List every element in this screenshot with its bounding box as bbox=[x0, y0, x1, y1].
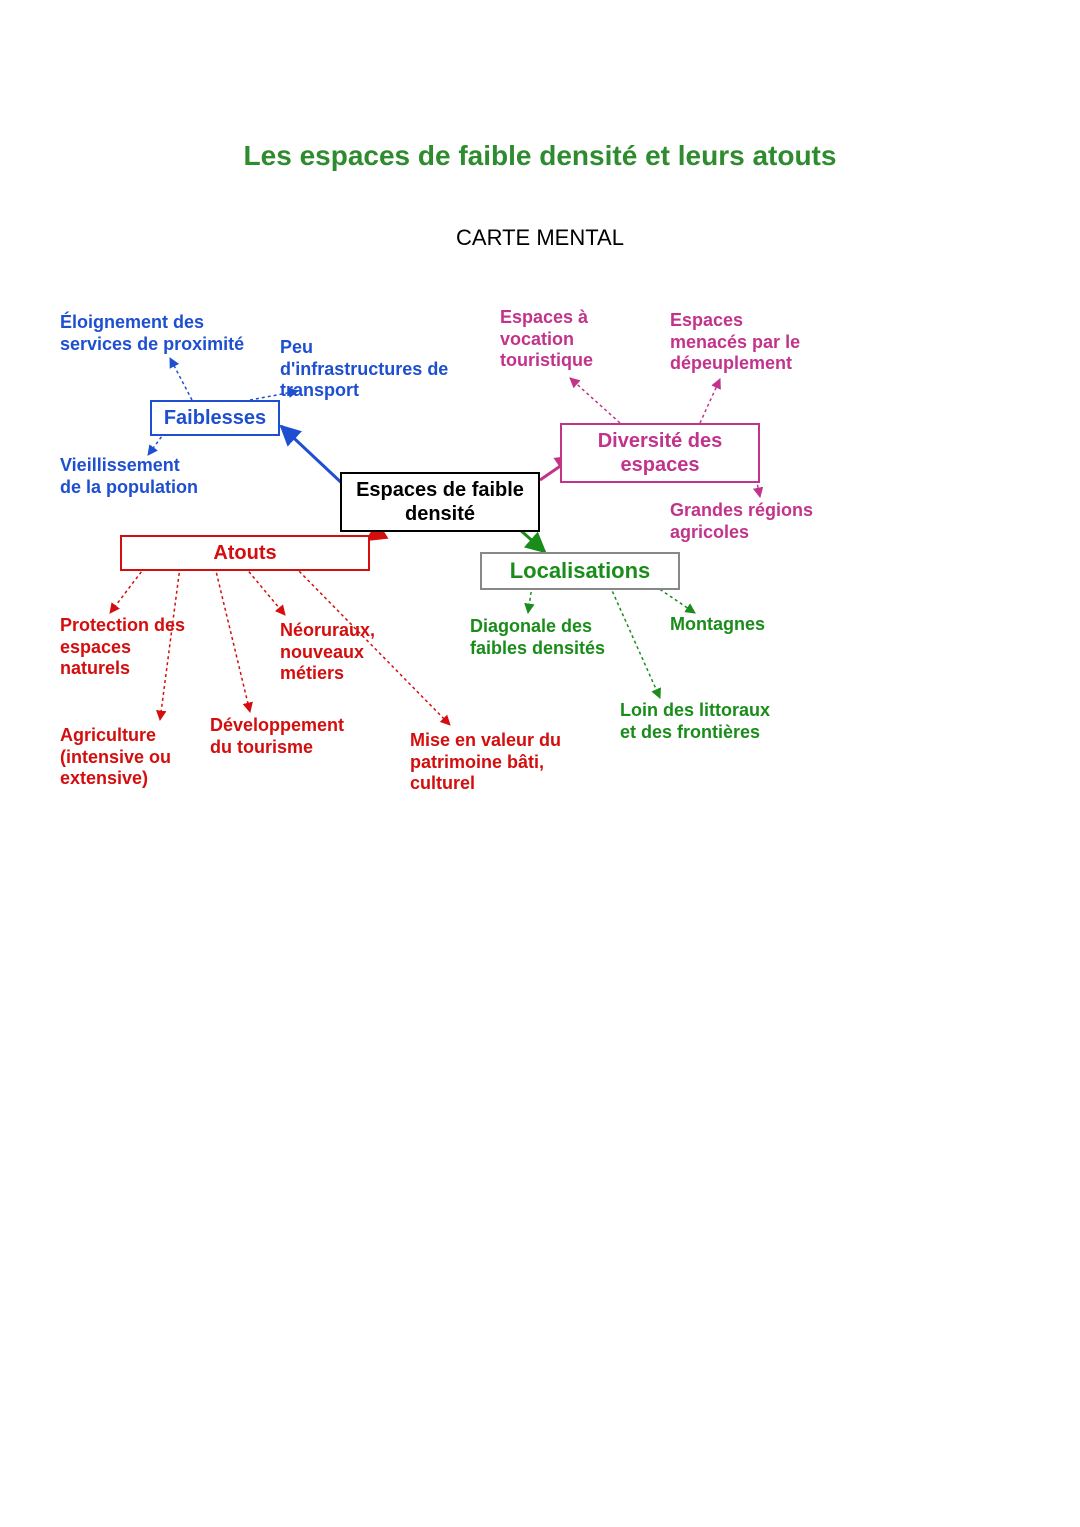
edge bbox=[245, 567, 285, 615]
node-faiblesses: Faiblesses bbox=[150, 400, 280, 436]
node-central: Espaces de faible densité bbox=[340, 472, 540, 532]
edge bbox=[700, 379, 720, 423]
label-esp-tour: Espaces à vocation touristique bbox=[500, 307, 593, 372]
label-esp-depeup: Espaces menacés par le dépeuplement bbox=[670, 310, 800, 375]
edge bbox=[570, 378, 620, 423]
edge bbox=[110, 567, 145, 613]
edge bbox=[281, 426, 346, 487]
label-montagnes: Montagnes bbox=[670, 614, 765, 636]
node-atouts: Atouts bbox=[120, 535, 370, 571]
label-neoruraux: Néoruraux, nouveaux métiers bbox=[280, 620, 375, 685]
label-eloignement: Éloignement des services de proximité bbox=[60, 312, 244, 355]
label-dev-tourisme: Développement du tourisme bbox=[210, 715, 344, 758]
edge bbox=[215, 567, 250, 712]
label-diagonale: Diagonale des faibles densités bbox=[470, 616, 605, 659]
label-protection: Protection des espaces naturels bbox=[60, 615, 185, 680]
edge bbox=[170, 358, 192, 400]
label-peu-infra: Peu d'infrastructures de transport bbox=[280, 337, 448, 402]
node-localisations: Localisations bbox=[480, 552, 680, 590]
label-grandes-reg: Grandes régions agricoles bbox=[670, 500, 813, 543]
label-agriculture: Agriculture (intensive ou extensive) bbox=[60, 725, 171, 790]
label-vieillissement: Vieillissement de la population bbox=[60, 455, 198, 498]
subtitle: CARTE MENTAL bbox=[0, 225, 1080, 251]
page-title: Les espaces de faible densité et leurs a… bbox=[0, 140, 1080, 172]
edge bbox=[610, 586, 660, 698]
node-diversite: Diversité des espaces bbox=[560, 423, 760, 483]
label-mise-valeur: Mise en valeur du patrimoine bâti, cultu… bbox=[410, 730, 561, 795]
label-loin-litt: Loin des littoraux et des frontières bbox=[620, 700, 770, 743]
